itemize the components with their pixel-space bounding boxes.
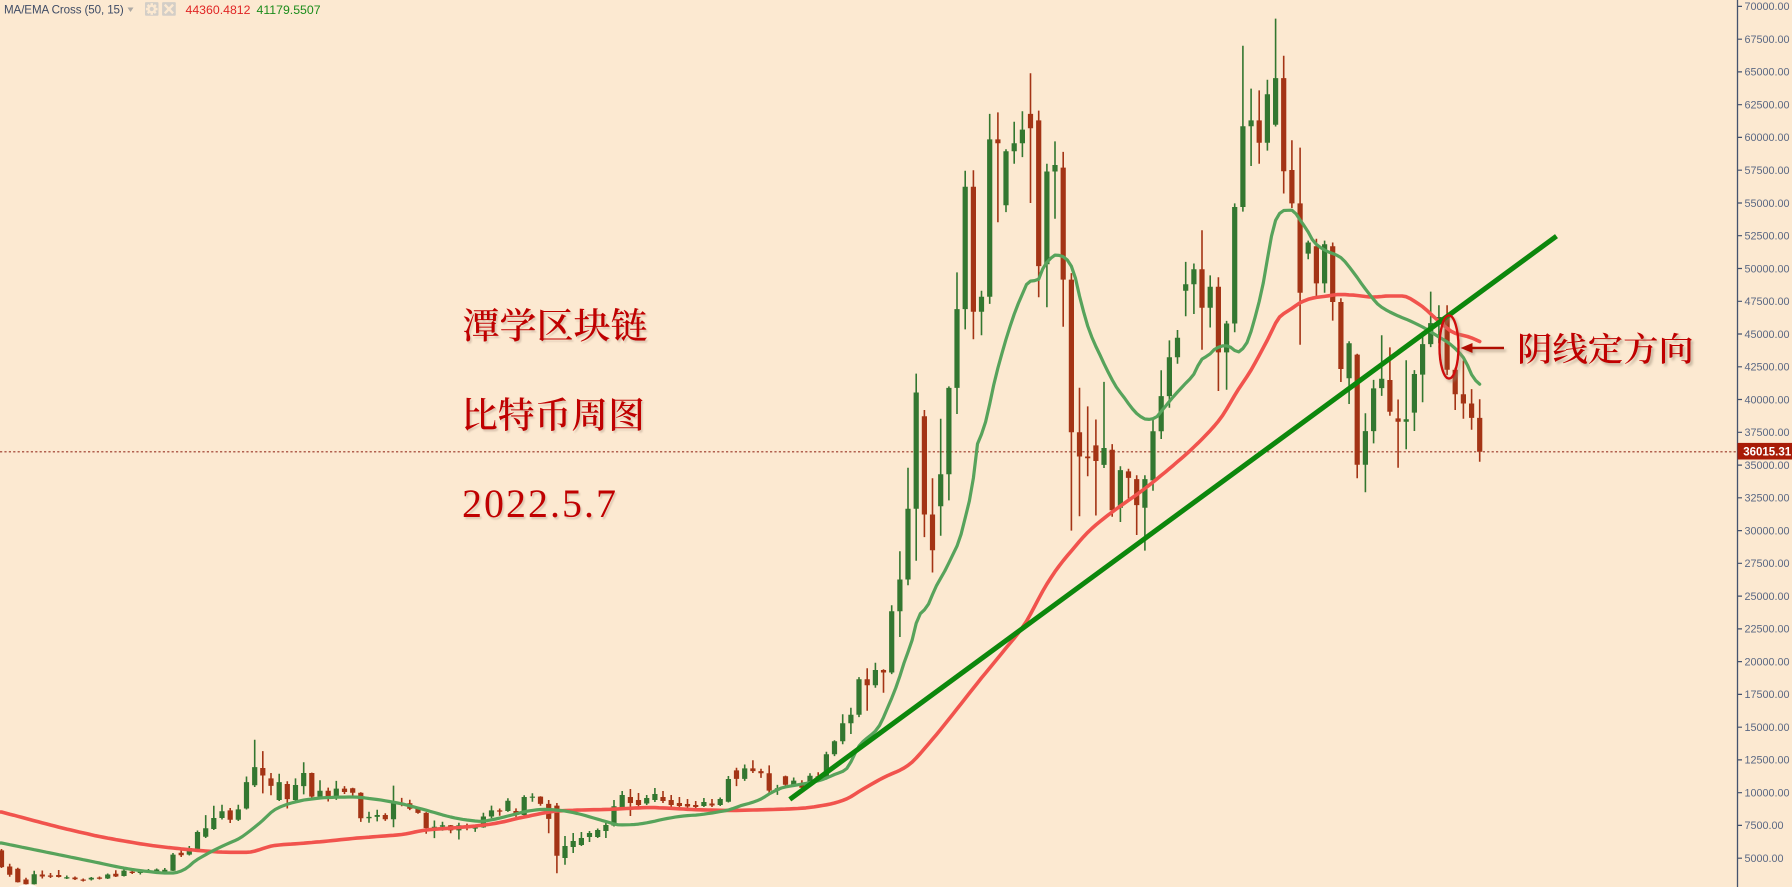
svg-text:40000.00: 40000.00	[1745, 394, 1790, 406]
svg-text:15000.00: 15000.00	[1745, 722, 1790, 734]
svg-text:2022.5.7: 2022.5.7	[462, 481, 618, 526]
svg-text:45000.00: 45000.00	[1745, 329, 1790, 341]
svg-text:MA/EMA Cross (50, 15): MA/EMA Cross (50, 15)	[4, 4, 124, 17]
svg-text:25000.00: 25000.00	[1745, 591, 1790, 603]
svg-text:10000.00: 10000.00	[1745, 788, 1790, 800]
svg-text:47500.00: 47500.00	[1745, 296, 1790, 308]
svg-text:22500.00: 22500.00	[1745, 624, 1790, 636]
svg-text:27500.00: 27500.00	[1745, 558, 1790, 570]
svg-text:36015.31: 36015.31	[1743, 446, 1792, 458]
svg-text:20000.00: 20000.00	[1745, 656, 1790, 668]
svg-text:5000.00: 5000.00	[1745, 853, 1784, 865]
svg-text:35000.00: 35000.00	[1745, 460, 1790, 472]
svg-text:44360.4812: 44360.4812	[186, 3, 251, 17]
svg-text:55000.00: 55000.00	[1745, 198, 1790, 210]
svg-text:67500.00: 67500.00	[1745, 34, 1790, 46]
svg-text:62500.00: 62500.00	[1745, 100, 1790, 112]
svg-text:50000.00: 50000.00	[1745, 263, 1790, 275]
svg-text:42500.00: 42500.00	[1745, 362, 1790, 374]
svg-text:65000.00: 65000.00	[1745, 67, 1790, 79]
svg-text:17500.00: 17500.00	[1745, 689, 1790, 701]
svg-text:41179.5507: 41179.5507	[257, 3, 321, 17]
svg-text:37500.00: 37500.00	[1745, 427, 1790, 439]
svg-text:30000.00: 30000.00	[1745, 525, 1790, 537]
svg-text:32500.00: 32500.00	[1745, 493, 1790, 505]
svg-text:7500.00: 7500.00	[1745, 820, 1784, 832]
svg-text:70000.00: 70000.00	[1745, 1, 1790, 13]
svg-text:60000.00: 60000.00	[1745, 132, 1790, 144]
svg-text:52500.00: 52500.00	[1745, 231, 1790, 243]
svg-text:12500.00: 12500.00	[1745, 755, 1790, 767]
svg-text:57500.00: 57500.00	[1745, 165, 1790, 177]
